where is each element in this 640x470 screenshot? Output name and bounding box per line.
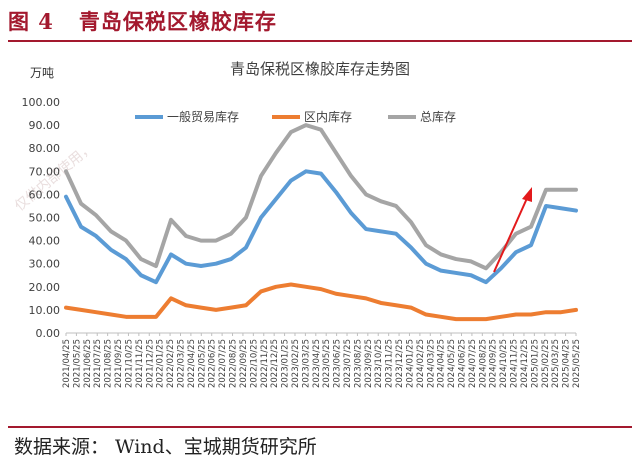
x-tick-label: 2023/01/25 xyxy=(281,339,291,388)
y-tick-label: 30.00 xyxy=(29,258,61,271)
x-tick-label: 2024/06/25 xyxy=(458,339,468,388)
y-tick-label: 100.00 xyxy=(22,96,61,109)
figure-label: 图 4 xyxy=(8,9,54,34)
x-tick-label: 2023/04/25 xyxy=(312,339,322,388)
source-note: 数据来源： Wind、宝城期货研究所 xyxy=(14,436,317,458)
y-tick-label: 80.00 xyxy=(29,142,61,155)
x-tick-label: 2022/04/25 xyxy=(187,339,197,388)
x-tick-label: 2023/10/25 xyxy=(374,339,384,388)
x-tick-label: 2021/08/25 xyxy=(104,339,114,388)
x-tick-label: 2022/05/25 xyxy=(197,339,207,388)
x-tick-label: 2024/08/25 xyxy=(478,339,488,388)
x-tick-label: 2024/04/25 xyxy=(437,339,447,388)
series-line-1 xyxy=(64,169,578,285)
x-tick-label: 2021/07/25 xyxy=(93,339,103,388)
x-tick-label: 2024/10/25 xyxy=(499,339,509,388)
chart-title: 青岛保税区橡胶库存走势图 xyxy=(229,60,410,78)
line-chart: 0.00 10.00 20.00 30.00 40.00 50.00 60.00 70.00 8… xyxy=(22,96,583,388)
x-tick-label: 2021/06/25 xyxy=(83,339,93,388)
x-tick-label: 2022/12/25 xyxy=(270,339,280,388)
x-tick-label: 2023/05/25 xyxy=(322,339,332,388)
x-tick-label: 2021/12/25 xyxy=(145,339,155,388)
x-tick-label: 2024/01/25 xyxy=(405,339,415,388)
x-tick-label: 2024/07/25 xyxy=(468,339,478,388)
figure-title-text: 青岛保税区橡胶库存 xyxy=(78,9,277,34)
series-line-3 xyxy=(64,123,578,271)
x-tick-label: 2021/10/25 xyxy=(124,339,134,388)
x-tick-label: 2022/01/25 xyxy=(156,339,166,388)
x-tick-label: 2022/11/25 xyxy=(260,339,270,388)
x-tick-label: 2023/08/25 xyxy=(353,339,363,388)
x-tick-label: 2024/09/25 xyxy=(489,339,499,388)
x-tick-label: 2022/10/25 xyxy=(249,339,259,388)
x-tick-label: 2025/03/25 xyxy=(551,339,561,388)
x-tick-label: 2025/04/25 xyxy=(562,339,572,388)
legend-label: 总库存 xyxy=(420,109,456,124)
x-tick-label: 2021/05/25 xyxy=(72,339,82,388)
x-tick-label: 2023/07/25 xyxy=(343,339,353,388)
legend-label: 一般贸易库存 xyxy=(167,109,239,124)
x-tick-label: 2021/11/25 xyxy=(135,339,145,388)
annotation-arrow xyxy=(493,195,529,273)
x-tick-label: 2023/09/25 xyxy=(364,339,374,388)
x-tick-label: 2022/02/25 xyxy=(166,339,176,388)
x-tick-label: 2023/03/25 xyxy=(301,339,311,388)
y-tick-label: 0.00 xyxy=(36,327,61,340)
figure-title: 图 4 青岛保税区橡胶库存 xyxy=(8,6,277,36)
x-tick-label: 2025/05/25 xyxy=(572,339,582,388)
x-tick-label: 2024/03/25 xyxy=(426,339,436,388)
source-rule xyxy=(8,426,632,428)
legend: 一般贸易库存 区内库存 总库存 xyxy=(135,109,456,124)
x-tick-label: 2022/06/25 xyxy=(208,339,218,388)
series-line-2 xyxy=(64,282,578,322)
x-tick-label: 2021/09/25 xyxy=(114,339,124,388)
y-unit-label: 万吨 xyxy=(30,66,55,80)
title-rule xyxy=(8,40,632,42)
y-tick-label: 10.00 xyxy=(29,304,61,317)
x-tick-label: 2023/02/25 xyxy=(291,339,301,388)
x-tick-label: 2024/11/25 xyxy=(510,339,520,388)
x-tick-label: 2021/04/25 xyxy=(62,339,72,388)
x-tick-label: 2024/02/25 xyxy=(416,339,426,388)
x-tick-label: 2024/12/25 xyxy=(520,339,530,388)
x-tick-label: 2022/03/25 xyxy=(176,339,186,388)
x-tick-label: 2023/06/25 xyxy=(333,339,343,388)
x-tick-label: 2023/12/25 xyxy=(395,339,405,388)
legend-label: 区内库存 xyxy=(304,109,352,124)
y-tick-label: 90.00 xyxy=(29,119,61,132)
x-tick-label: 2022/08/25 xyxy=(229,339,239,388)
y-tick-label: 40.00 xyxy=(29,235,61,248)
y-tick-label: 70.00 xyxy=(29,165,61,178)
annotation-arrowhead xyxy=(522,187,532,202)
x-tick-label: 2022/09/25 xyxy=(239,339,249,388)
y-tick-label: 60.00 xyxy=(29,188,61,201)
x-tick-label: 2024/05/25 xyxy=(447,339,457,388)
y-tick-label: 50.00 xyxy=(29,212,61,225)
x-tick-label: 2023/11/25 xyxy=(385,339,395,388)
y-tick-label: 20.00 xyxy=(29,281,61,294)
x-tick-label: 2025/01/25 xyxy=(530,339,540,388)
x-tick-label: 2022/07/25 xyxy=(218,339,228,388)
x-tick-label: 2025/02/25 xyxy=(541,339,551,388)
